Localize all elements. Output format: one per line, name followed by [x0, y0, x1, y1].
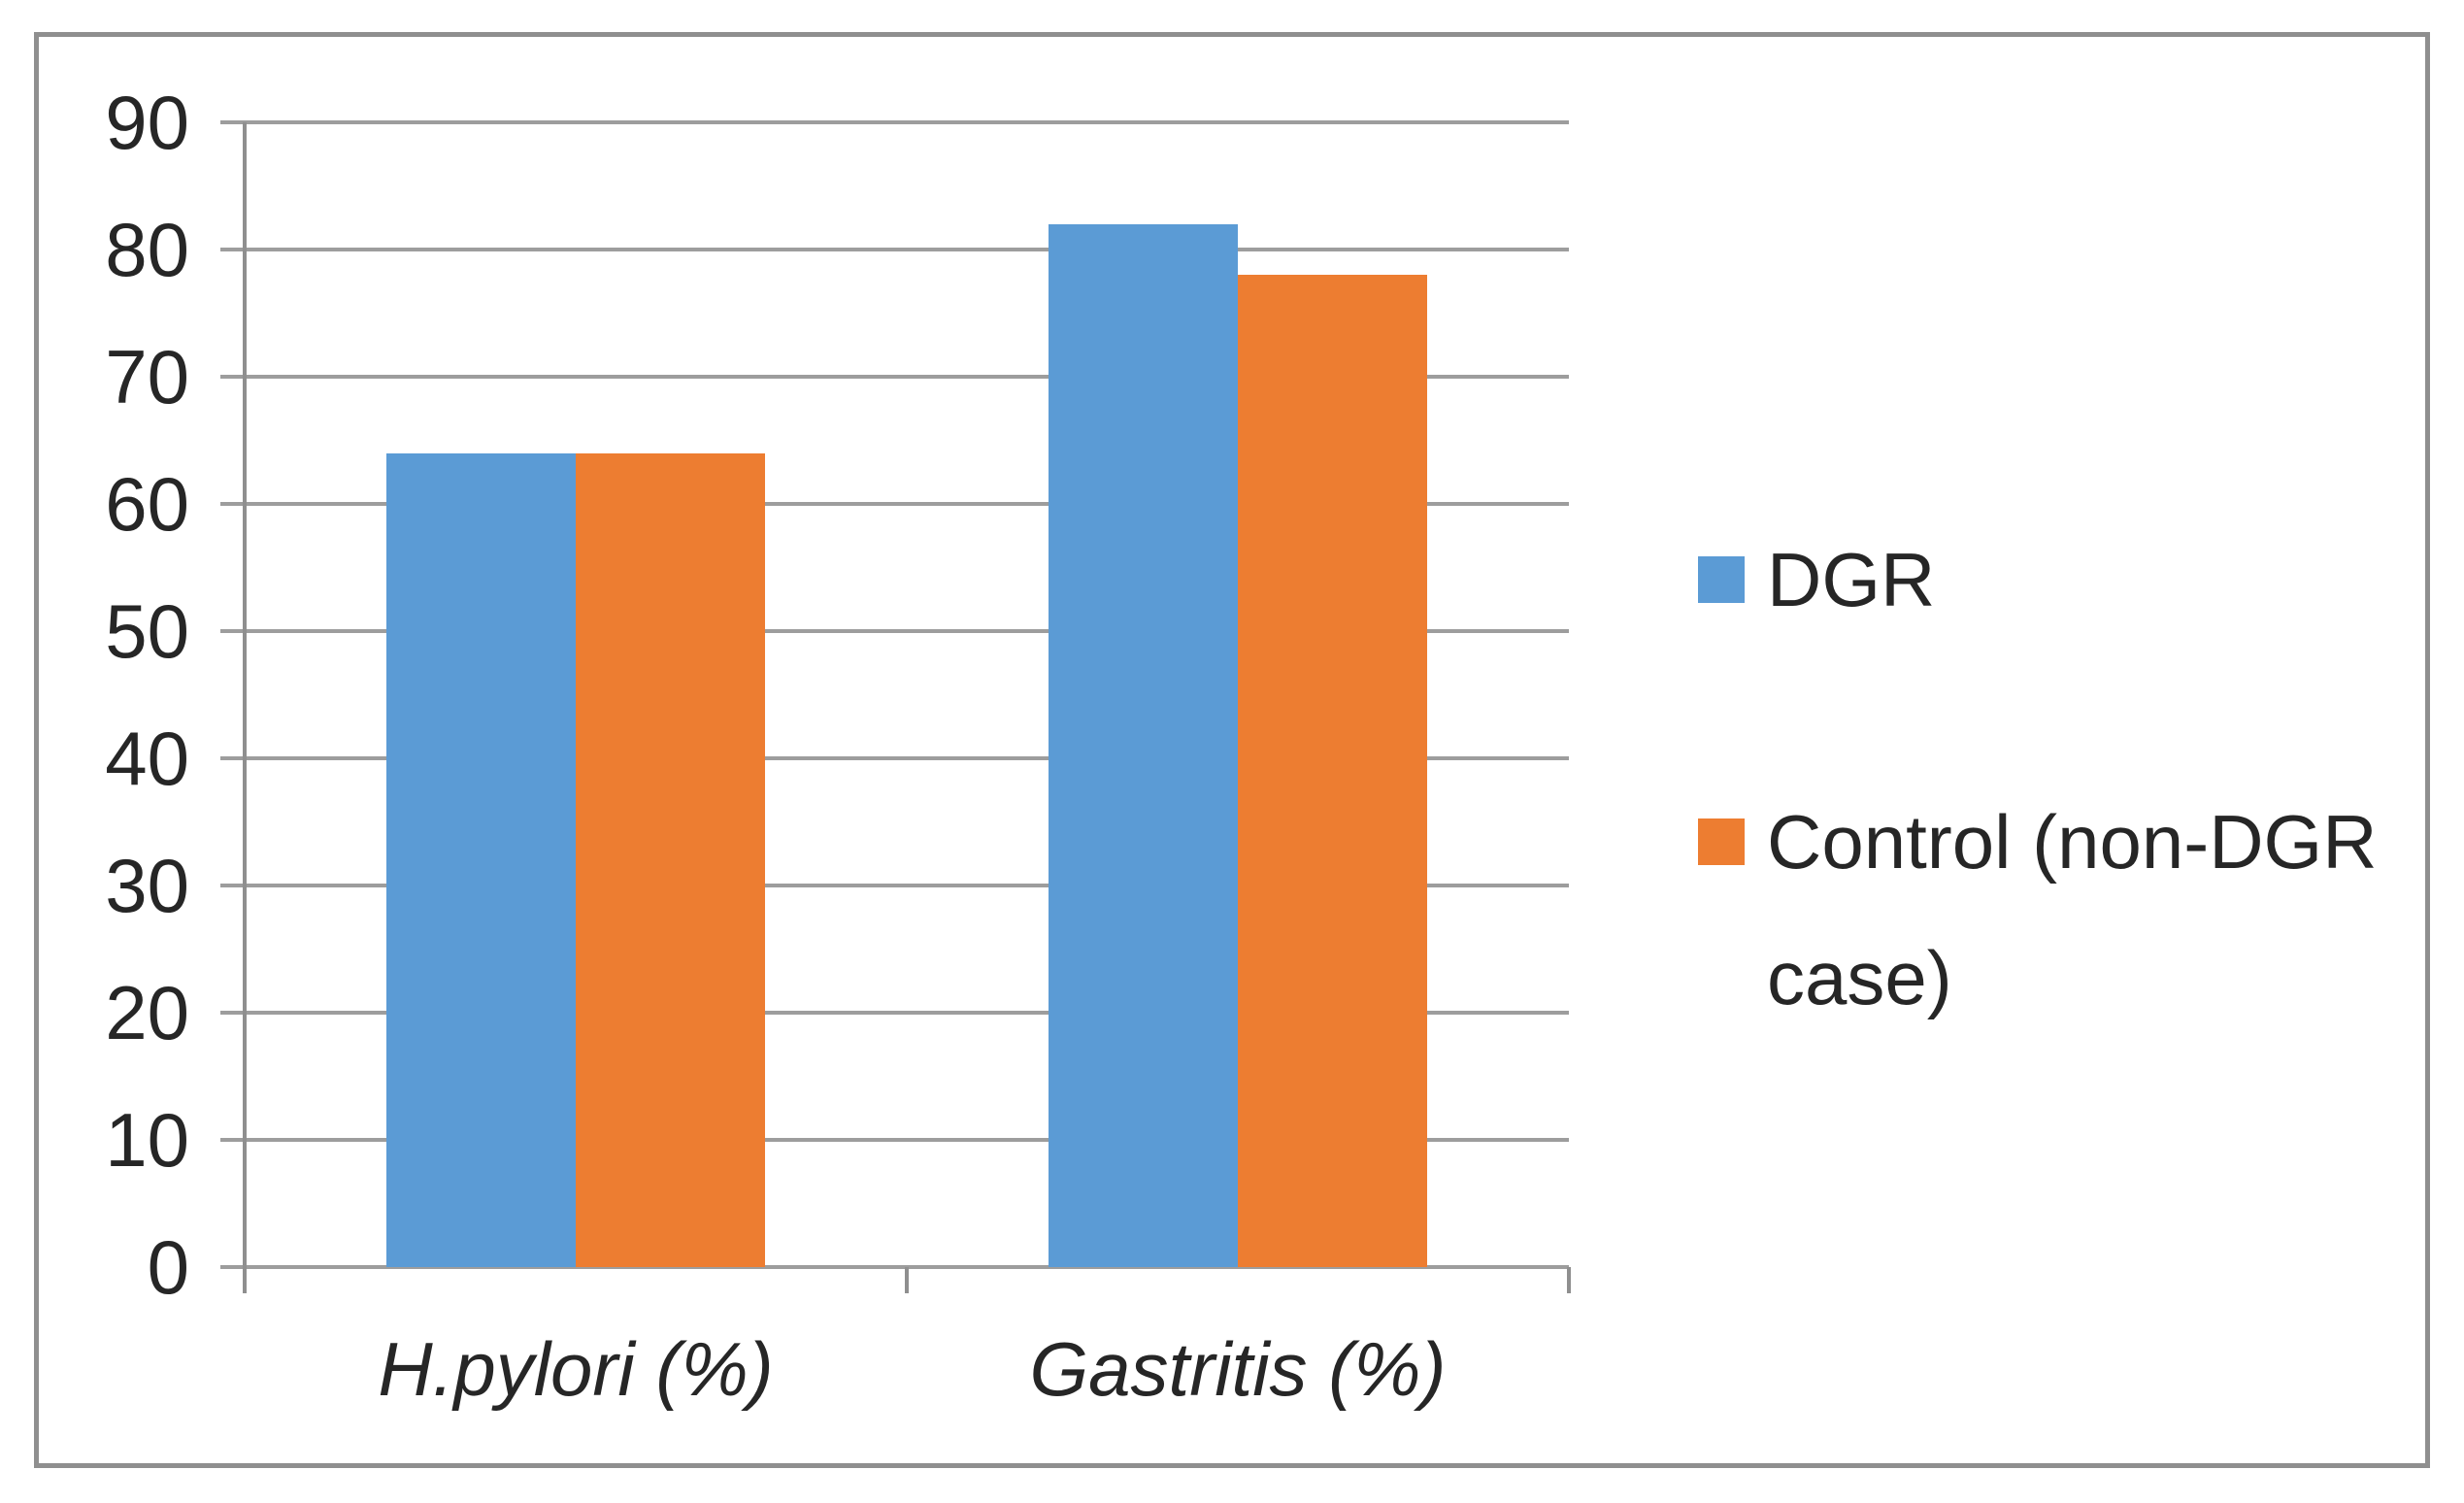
gridline — [220, 502, 1569, 506]
y-axis-tick-label: 60 — [105, 461, 189, 547]
gridline — [220, 1011, 1569, 1015]
bar-dgr-2 — [1049, 223, 1238, 1267]
y-axis-tick-label: 40 — [105, 716, 189, 801]
chart-frame-border: 0 10 20 30 40 50 60 70 80 90 H.pylori (%) Gastritis… — [34, 32, 2430, 1468]
legend-swatch-icon — [1698, 556, 1745, 603]
y-axis-tick-label: 90 — [105, 80, 189, 165]
y-axis-tick-label: 30 — [105, 843, 189, 928]
x-axis-tick — [1567, 1267, 1571, 1293]
gridline — [220, 248, 1569, 251]
gridline — [220, 629, 1569, 633]
gridline — [220, 756, 1569, 760]
x-category-label: H.pylori (%) — [378, 1326, 774, 1412]
y-axis-tick-label: 10 — [105, 1097, 189, 1183]
x-axis-tick — [905, 1267, 909, 1293]
legend-label: Control (non-DGR case) — [1767, 799, 2378, 1020]
legend-label: DGR — [1767, 537, 1936, 622]
bar-control-non-dgr-case-2 — [1238, 275, 1427, 1267]
y-axis-line — [243, 122, 247, 1293]
gridline — [220, 1138, 1569, 1142]
x-axis-tick — [243, 1267, 247, 1293]
gridline — [220, 1265, 1569, 1269]
gridline — [220, 884, 1569, 887]
x-category-label: Gastritis (%) — [1029, 1326, 1447, 1412]
y-axis-tick-label: 50 — [105, 588, 189, 674]
legend-item-1: DGR — [1698, 512, 2408, 648]
legend-item-2: Control (non-DGR case) — [1698, 774, 2408, 1046]
gridline — [220, 120, 1569, 124]
y-axis-tick-label: 70 — [105, 334, 189, 419]
legend-swatch-icon — [1698, 818, 1745, 865]
bar-dgr-1 — [386, 452, 576, 1267]
y-axis-tick-label: 20 — [105, 970, 189, 1055]
y-axis-tick-label: 80 — [105, 207, 189, 292]
bar-control-non-dgr-case-1 — [576, 452, 765, 1267]
y-axis-tick-label: 0 — [147, 1224, 189, 1310]
gridline — [220, 375, 1569, 379]
